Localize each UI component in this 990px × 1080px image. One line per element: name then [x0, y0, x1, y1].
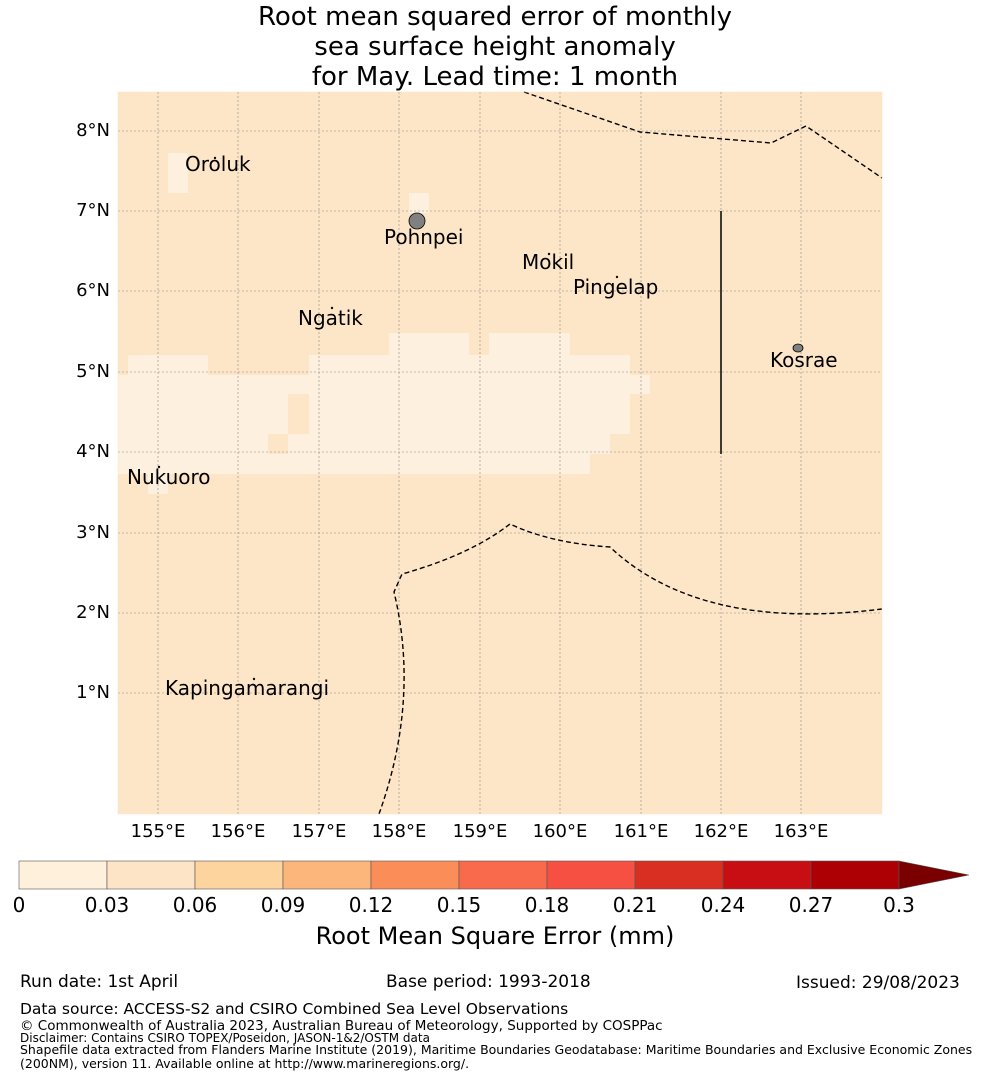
map-canvas — [117, 91, 883, 815]
place-label-ngatik: Ngatik — [298, 306, 363, 330]
colorbar-segment — [370, 860, 460, 890]
eez-boundary-north — [523, 91, 883, 179]
pingelap-atoll — [615, 275, 619, 279]
lat-label: 1°N — [76, 682, 110, 703]
colorbar-tick: 0.12 — [348, 893, 394, 917]
low-error-region — [118, 153, 650, 494]
low-error-cell — [118, 375, 650, 394]
colorbar-segment — [106, 860, 196, 890]
colorbar-tick: 0 — [12, 893, 26, 917]
place-label-kosrae: Kosrae — [770, 348, 838, 372]
lat-label: 2°N — [76, 602, 110, 623]
lon-label: 156°E — [210, 821, 266, 842]
lon-label: 158°E — [371, 821, 427, 842]
title-line-1: Root mean squared error of monthly — [257, 2, 733, 32]
low-error-cell — [309, 394, 630, 434]
kosrae-island — [792, 343, 804, 353]
colorbar-tick: 0.09 — [260, 893, 306, 917]
lat-label: 4°N — [76, 441, 110, 462]
place-label-pingelap: Pingelap — [573, 275, 659, 299]
gridlines — [118, 92, 882, 814]
base-period: Base period: 1993-2018 — [386, 972, 591, 992]
disclaimer: Disclaimer: Contains CSIRO TOPEX/Poseido… — [20, 1031, 430, 1045]
title-line-3: for May. Lead time: 1 month — [311, 62, 679, 92]
lon-label: 155°E — [130, 821, 186, 842]
low-error-cell — [309, 355, 630, 375]
lon-label: 160°E — [532, 821, 588, 842]
chart-title: Root mean squared error of monthly sea s… — [0, 2, 990, 92]
colorbar-label: Root Mean Square Error (mm) — [315, 922, 675, 950]
run-date: Run date: 1st April — [20, 972, 179, 992]
lon-label: 163°E — [773, 821, 829, 842]
lat-label: 7°N — [76, 200, 110, 221]
colorbar-tick: 0.24 — [700, 893, 746, 917]
place-label-nukuoro: Nukuoro — [127, 465, 211, 489]
lon-label: 161°E — [613, 821, 669, 842]
colorbar-svg — [18, 860, 970, 890]
shapefile-credit-line-2: (200NM), version 11. Available online at… — [20, 1056, 470, 1071]
lat-label: 5°N — [76, 361, 110, 382]
colorbar-segment — [458, 860, 548, 890]
lon-label: 162°E — [693, 821, 749, 842]
lon-label: 157°E — [291, 821, 347, 842]
low-error-cell — [118, 394, 288, 434]
colorbar-tick: 0.3 — [883, 893, 915, 917]
issued-date: Issued: 29/08/2023 — [796, 973, 960, 993]
data-source: Data source: ACCESS-S2 and CSIRO Combine… — [20, 1000, 569, 1018]
shapefile-credit-line-1: Shapefile data extracted from Flanders M… — [20, 1042, 973, 1057]
place-label-pohnpei: Pohnpei — [384, 225, 464, 249]
low-error-cell — [288, 434, 610, 454]
ngatik-atoll — [330, 306, 334, 310]
colorbar-tick: 0.27 — [788, 893, 834, 917]
low-error-cell — [118, 434, 268, 454]
colorbar-segment — [282, 860, 372, 890]
colorbar-tick: 0.06 — [172, 893, 218, 917]
colorbar-segment — [194, 860, 284, 890]
colorbar-tick: 0.18 — [524, 893, 570, 917]
place-label-oroluk: Oroluk — [185, 152, 251, 176]
colorbar-segment — [634, 860, 724, 890]
nukuoro-atoll — [157, 465, 161, 469]
oroluk-atoll — [213, 156, 217, 160]
low-error-cell — [489, 333, 570, 355]
lon-label: 159°E — [452, 821, 508, 842]
place-label-mokil: Mokil — [522, 250, 575, 274]
mokil-atoll — [547, 252, 551, 256]
copyright: © Commonwealth of Australia 2023, Austra… — [20, 1018, 663, 1034]
low-error-cell — [168, 153, 188, 193]
colorbar-tick: 0.21 — [612, 893, 658, 917]
colorbar-segment — [18, 860, 108, 890]
low-error-cell — [118, 454, 590, 474]
lat-label: 6°N — [76, 280, 110, 301]
eez-boundary-south — [378, 523, 883, 815]
colorbar-segment — [810, 860, 900, 890]
low-error-cell — [409, 193, 429, 213]
eez-boundaries — [378, 91, 883, 815]
colorbar-tick: 0.03 — [84, 893, 130, 917]
title-line-2: sea surface height anomaly — [314, 32, 676, 62]
map-frame — [117, 91, 883, 815]
low-error-cell — [128, 355, 208, 375]
colorbar-extend-arrow — [898, 860, 970, 890]
pohnpei-island — [408, 212, 426, 230]
islands — [157, 156, 804, 681]
kapingamarangi-atoll — [252, 677, 256, 681]
colorbar-tick: 0.15 — [436, 893, 482, 917]
lat-label: 8°N — [76, 120, 110, 141]
colorbar-segment — [722, 860, 812, 890]
colorbar-segment — [546, 860, 636, 890]
low-error-cell — [389, 333, 469, 355]
lat-label: 3°N — [76, 522, 110, 543]
place-label-kapingamarangi: Kapingamarangi — [165, 676, 330, 700]
